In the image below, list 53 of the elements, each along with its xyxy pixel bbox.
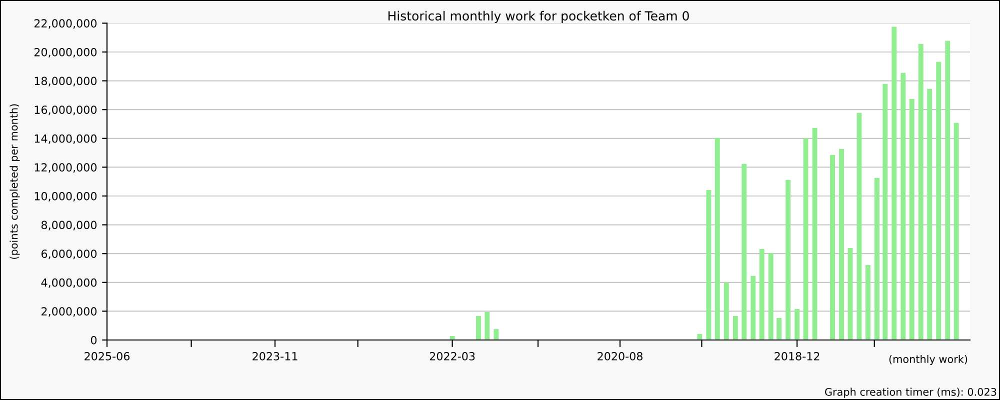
bar bbox=[484, 312, 490, 340]
bar bbox=[794, 309, 800, 340]
bar bbox=[874, 178, 880, 340]
y-axis-title: (points completed per month) bbox=[10, 104, 20, 259]
text: Graph creation timer (ms): 0.023 bbox=[825, 388, 996, 398]
bar bbox=[742, 164, 747, 340]
bar bbox=[732, 316, 738, 340]
bar bbox=[882, 84, 888, 340]
y-tick-label: 16,000,000 bbox=[34, 106, 97, 116]
bar bbox=[866, 264, 870, 340]
bar bbox=[706, 190, 712, 340]
y-tick-label: 20,000,000 bbox=[34, 48, 97, 58]
bar bbox=[927, 88, 932, 340]
bar bbox=[768, 253, 774, 340]
bar bbox=[856, 112, 862, 340]
bar bbox=[812, 128, 818, 340]
bar bbox=[892, 26, 897, 340]
y-tick-label: 18,000,000 bbox=[34, 76, 97, 86]
x-axis-title: (monthly work) bbox=[889, 354, 968, 366]
y-tick-label: 8,000,000 bbox=[41, 220, 97, 230]
bar bbox=[830, 154, 835, 340]
bar bbox=[697, 334, 702, 340]
bar bbox=[909, 98, 914, 340]
bar bbox=[803, 138, 808, 340]
y-tick-label: 22,000,000 bbox=[34, 19, 97, 29]
x-tick-label: 2022-03 bbox=[430, 352, 475, 360]
x-tick-label: 2018-12 bbox=[774, 352, 820, 360]
x-tick-label: 2023-11 bbox=[252, 352, 298, 360]
y-tick-label: 12,000,000 bbox=[34, 163, 97, 173]
bar bbox=[750, 276, 756, 340]
bar bbox=[936, 62, 942, 340]
bar bbox=[494, 329, 499, 340]
y-tick-label: 4,000,000 bbox=[41, 278, 97, 288]
y-tick-label: 2,000,000 bbox=[42, 307, 97, 317]
x-tick-label: 2025-06 bbox=[84, 352, 130, 360]
bar bbox=[714, 138, 720, 340]
bar bbox=[786, 180, 791, 340]
bar bbox=[945, 40, 950, 340]
bar bbox=[848, 248, 853, 340]
y-tick-label: 10,000,000 bbox=[34, 192, 97, 202]
y-tick-label: 14,000,000 bbox=[34, 134, 97, 144]
bar bbox=[839, 148, 844, 340]
bar bbox=[759, 248, 764, 340]
bar bbox=[918, 44, 924, 340]
x-tick-label: 2020-08 bbox=[598, 352, 642, 360]
bar bbox=[476, 316, 481, 340]
bar bbox=[776, 318, 782, 340]
bar bbox=[954, 122, 959, 340]
y-tick-label: 0 bbox=[90, 336, 97, 344]
bar bbox=[900, 72, 906, 340]
y-tick-label: 6,000,000 bbox=[42, 250, 97, 260]
bar bbox=[724, 282, 729, 340]
chart-title: Historical monthly work for pocketken of Team 0 bbox=[388, 10, 689, 24]
